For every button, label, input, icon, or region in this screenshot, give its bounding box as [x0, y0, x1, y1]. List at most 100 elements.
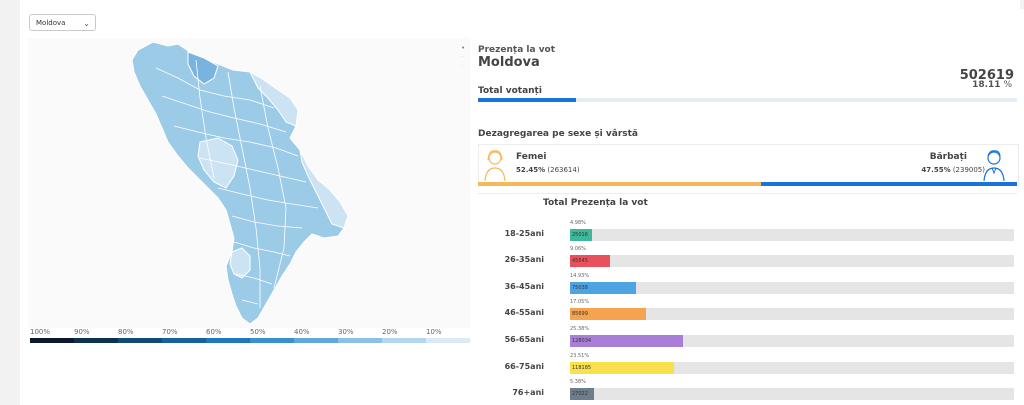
- legend-dot[interactable]: •: [461, 44, 466, 52]
- map-region-east[interactable]: [299, 149, 349, 229]
- male-avatar-icon: [983, 150, 1005, 182]
- age-label: 66-75ani: [504, 362, 544, 371]
- age-row: 36-45ani 14.93% 75038: [478, 273, 1017, 299]
- district-borders: [155, 59, 319, 308]
- age-bar-fill[interactable]: 85699: [570, 308, 646, 320]
- female-count: (263614): [547, 166, 580, 174]
- turnout-country: Moldova: [478, 55, 540, 70]
- age-bar-track: 128034: [570, 335, 1014, 347]
- scale-swatch: [30, 338, 74, 343]
- age-bar-fill[interactable]: 118185: [570, 362, 675, 374]
- age-bar-track: 25016: [570, 229, 1014, 241]
- map-region-northeast[interactable]: [248, 70, 299, 127]
- age-bar-track: 27022: [570, 388, 1014, 400]
- region-select[interactable]: Moldova ⌄: [29, 14, 96, 31]
- sex-breakdown-box: [478, 144, 1019, 187]
- age-bar-track: 85699: [570, 308, 1014, 320]
- scale-label: 50%: [250, 328, 266, 336]
- turnout-total: 502619: [959, 68, 1014, 83]
- turnout-percent: 18.11 %: [972, 80, 1012, 90]
- scale-label: 80%: [118, 328, 134, 336]
- age-bar-track: 118185: [570, 362, 1014, 374]
- scale-label: 10%: [426, 328, 442, 336]
- female-value: 52.45% (263614): [516, 166, 580, 174]
- age-row: 18-25ani 4.98% 25016: [478, 220, 1017, 246]
- scale-label: 30%: [338, 328, 354, 336]
- age-label: 46-55ani: [504, 308, 544, 317]
- age-count: 85699: [572, 311, 588, 317]
- moldova-map: [28, 38, 470, 328]
- age-percent: 23.51%: [570, 353, 590, 359]
- scale-label: 90%: [74, 328, 90, 336]
- age-percent: 25.38%: [570, 326, 590, 332]
- sex-ratio-bar: [478, 182, 1017, 186]
- scale-swatch: [162, 338, 206, 343]
- age-count: 128034: [572, 338, 592, 344]
- scale-swatch: [206, 338, 250, 343]
- turnout-title: Prezența la vot: [478, 45, 556, 55]
- age-row: 26-35ani 9.06% 45545: [478, 246, 1017, 272]
- female-percent: 52.45%: [516, 166, 546, 174]
- legend-dot[interactable]: ·: [461, 62, 464, 70]
- age-header: [478, 193, 1017, 214]
- male-count: (239005): [952, 166, 985, 174]
- age-label: 56-65ani: [504, 335, 544, 344]
- age-percent: 17.05%: [570, 299, 590, 305]
- age-percent: 14.93%: [570, 273, 590, 279]
- moldova-map-svg: [131, 41, 349, 325]
- age-bar-track: 75038: [570, 282, 1014, 294]
- age-bar-fill[interactable]: 75038: [570, 282, 637, 294]
- age-title: Total Prezența la vot: [543, 198, 648, 208]
- age-count: 45545: [572, 258, 588, 264]
- map-region-south[interactable]: [229, 247, 251, 279]
- scale-swatch: [338, 338, 382, 343]
- turnout-progress-track: [478, 98, 1017, 102]
- male-label: Bărbați: [929, 152, 967, 162]
- scale-labels: 100% 90% 80% 70% 60% 50% 40% 30% 20% 10%: [30, 328, 470, 338]
- age-label: 18-25ani: [504, 229, 544, 238]
- turnout-percent-sign: %: [1003, 80, 1012, 90]
- age-count: 75038: [572, 285, 588, 291]
- female-ratio-fill: [478, 182, 761, 186]
- scale-label: 70%: [162, 328, 178, 336]
- scale-swatch: [426, 338, 470, 343]
- age-count: 25016: [572, 232, 588, 238]
- age-count: 27022: [572, 391, 588, 397]
- turnout-progress-fill: [478, 98, 576, 102]
- legend-dot[interactable]: ·: [461, 53, 464, 61]
- age-bar-track: 45545: [570, 255, 1014, 267]
- total-votanti-label: Total votanți: [478, 86, 542, 96]
- scale-swatch: [74, 338, 118, 343]
- age-bar-fill[interactable]: 128034: [570, 335, 683, 347]
- color-scale-bar: [30, 338, 470, 343]
- scale-label: 40%: [294, 328, 310, 336]
- age-percent: 4.98%: [570, 220, 586, 226]
- age-bar-fill[interactable]: 27022: [570, 388, 594, 400]
- chevron-down-icon: ⌄: [83, 19, 90, 28]
- scale-swatch: [294, 338, 338, 343]
- turnout-percent-value: 18.11: [972, 80, 1001, 90]
- age-row: 46-55ani 17.05% 85699: [478, 299, 1017, 325]
- age-bar-fill[interactable]: 45545: [570, 255, 611, 267]
- age-percent: 5.38%: [570, 379, 586, 385]
- female-label: Femei: [516, 152, 547, 162]
- age-count: 118185: [572, 365, 592, 371]
- age-label: 26-35ani: [504, 255, 544, 264]
- age-row: 66-75ani 23.51% 118185: [478, 353, 1017, 379]
- scale-label: 60%: [206, 328, 222, 336]
- map-region-north[interactable]: [187, 51, 219, 85]
- age-label: 36-45ani: [504, 282, 544, 291]
- map-legend-dots: • · ·: [461, 44, 465, 71]
- male-value: 47.55% (239005): [921, 166, 985, 174]
- scale-swatch: [382, 338, 426, 343]
- male-percent: 47.55%: [921, 166, 951, 174]
- region-select-value: Moldova: [36, 19, 66, 27]
- scale-label: 100%: [30, 328, 51, 336]
- age-row: 76+ani 5.38% 27022: [478, 379, 1017, 405]
- sex-age-title: Dezagregarea pe sexe și vârstă: [478, 129, 639, 139]
- scale-label: 20%: [382, 328, 398, 336]
- map-region-west[interactable]: [197, 137, 239, 189]
- male-ratio-fill: [760, 182, 1017, 186]
- female-avatar-icon: [484, 150, 506, 182]
- age-bar-fill[interactable]: 25016: [570, 229, 593, 241]
